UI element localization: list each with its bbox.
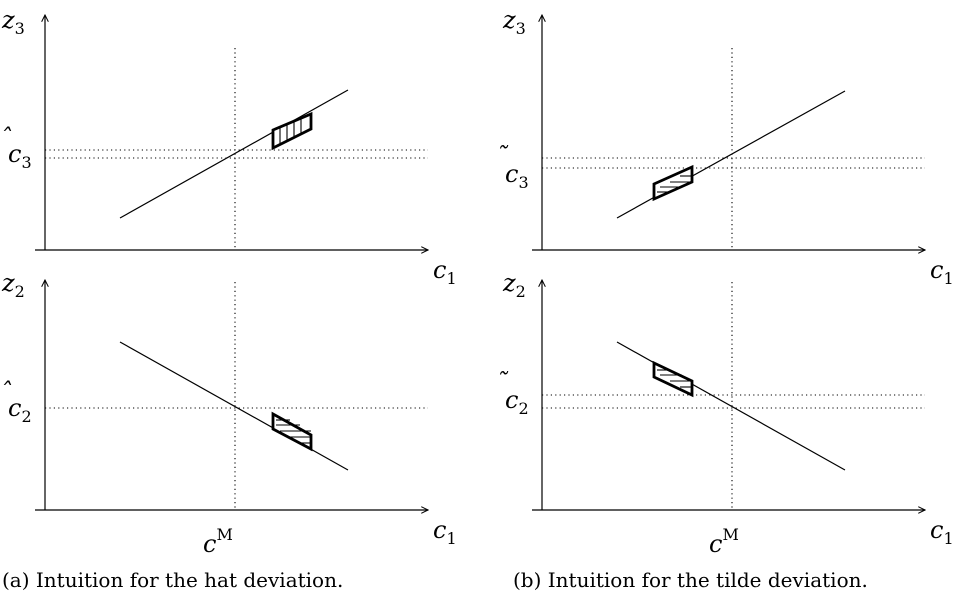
panel-b-top-plot: z3 c1 c3 ̃: [499, 6, 954, 288]
panel-a-top-plot: z3 c1 c3 ̂: [1, 6, 457, 288]
panel-a: z3 c1 c3 ̂ z2 c1 c2 ̂: [1, 6, 457, 592]
y-axis-label: z2: [502, 269, 526, 301]
y-tick-label: c3: [8, 140, 32, 172]
vertical-hatch-lines: [279, 118, 302, 145]
hatched-region: [652, 360, 694, 398]
y-tick-label: c3: [505, 160, 529, 192]
y-axis-label: z3: [502, 6, 526, 38]
y-axis-label: z3: [1, 6, 25, 38]
panel-b-caption: (b) Intuition for the tilde deviation.: [513, 568, 868, 592]
x-axis-label: c1: [433, 256, 457, 288]
hatched-region: [271, 111, 313, 151]
tilde-accent: ̃: [499, 370, 509, 374]
hatched-region: [652, 164, 694, 202]
x-marker-label: cM: [203, 525, 233, 558]
downward-line: [119, 341, 349, 471]
y-tick-label: c2: [505, 386, 529, 418]
horizontal-hatch-lines: [276, 419, 311, 444]
upward-line: [119, 89, 349, 219]
upward-line: [616, 90, 846, 219]
x-axis-label: c1: [433, 516, 457, 548]
hat-accent: ̂: [3, 126, 12, 131]
panel-b-bottom-plot: z2 c1 c2 ̃ cM: [499, 269, 954, 558]
x-axis-label: c1: [930, 516, 954, 548]
panel-a-caption: (a) Intuition for the hat deviation.: [2, 568, 343, 592]
horizontal-hatch-lines: [657, 369, 692, 388]
y-axis-label: z2: [1, 269, 25, 301]
panel-a-bottom-plot: z2 c1 c2 ̂ cM: [1, 269, 457, 558]
x-marker-label: cM: [709, 525, 739, 558]
downward-line: [616, 341, 846, 471]
panel-b: z3 c1 c3 ̃ z2 c1 c2 ̃: [499, 6, 954, 592]
y-tick-label: c2: [8, 394, 32, 426]
horizontal-hatch-lines: [657, 175, 692, 193]
x-axis-label: c1: [930, 256, 954, 288]
tilde-accent: ̃: [499, 144, 509, 148]
hat-accent: ̂: [3, 380, 12, 385]
